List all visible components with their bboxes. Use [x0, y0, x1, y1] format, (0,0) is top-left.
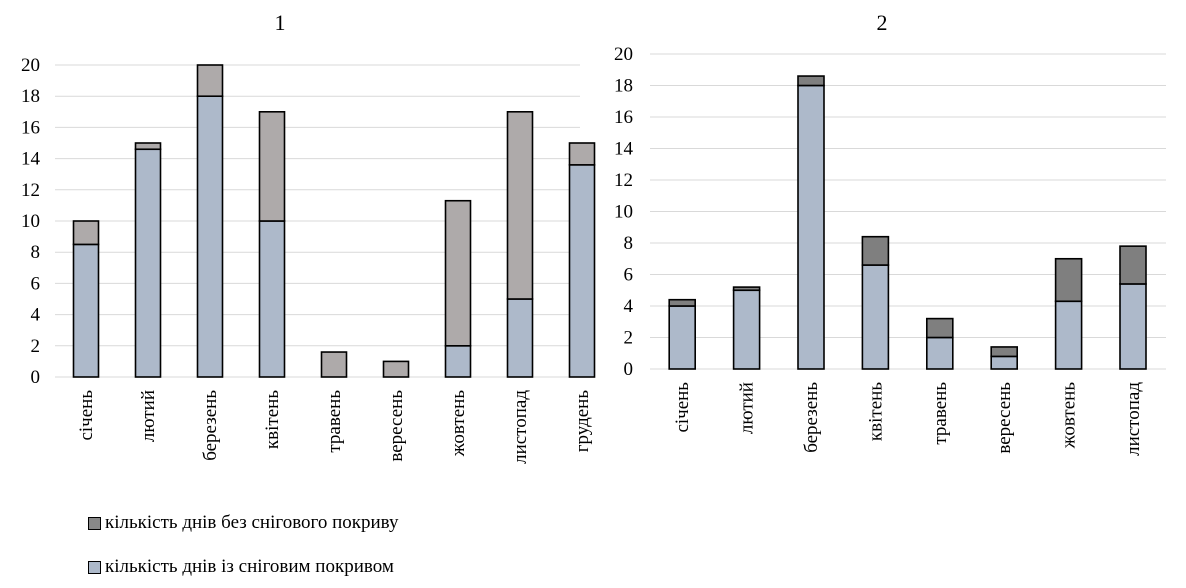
y-tick-label: 14 — [614, 139, 634, 160]
y-tick-label: 12 — [614, 170, 633, 191]
bar-with-snow — [568, 164, 596, 378]
bar-with-snow — [861, 264, 890, 370]
legend-item-without-snow: кількість днів без снігового покриву — [88, 512, 399, 534]
x-category-label: травень — [324, 390, 345, 453]
legend-item-with-snow: кількість днів із сніговим покривом — [88, 556, 394, 578]
y-tick-label: 18 — [614, 76, 633, 97]
bar-with-snow — [506, 298, 534, 378]
y-tick-label: 12 — [21, 180, 40, 201]
x-category-label: квітень — [865, 382, 886, 441]
bar-with-snow — [1119, 283, 1147, 370]
bar-without-snow — [990, 346, 1019, 358]
x-category-label: березень — [801, 382, 822, 453]
x-category-label: вересень — [994, 382, 1015, 454]
bar-with-snow — [72, 243, 100, 378]
y-tick-label: 6 — [624, 265, 634, 286]
y-tick-label: 6 — [31, 273, 41, 294]
bar-without-snow — [320, 351, 348, 378]
x-category-label: грудень — [572, 390, 593, 453]
bar-with-snow — [990, 355, 1019, 370]
y-tick-label: 2 — [31, 336, 41, 357]
bar-without-snow — [1119, 245, 1147, 285]
y-tick-label: 18 — [21, 86, 40, 107]
legend-swatch-with-snow — [88, 560, 101, 574]
y-tick-label: 2 — [624, 328, 634, 349]
bar-without-snow — [382, 360, 410, 378]
bar-without-snow — [72, 220, 100, 246]
y-tick-label: 8 — [624, 233, 634, 254]
x-category-label: лютий — [138, 390, 159, 442]
chart-2-title: 2 — [877, 10, 888, 35]
bar-with-snow — [925, 336, 954, 370]
x-category-label: травень — [930, 382, 951, 445]
bar-without-snow — [506, 111, 534, 300]
legend-label-without-snow: кількість днів без снігового покриву — [105, 512, 399, 533]
bar-without-snow — [258, 111, 286, 222]
bar-without-snow — [925, 317, 954, 339]
y-tick-label: 0 — [624, 359, 634, 380]
x-category-label: січень — [672, 382, 693, 433]
bar-without-snow — [1054, 257, 1083, 303]
bar-with-snow — [732, 289, 761, 370]
y-tick-label: 4 — [624, 296, 634, 317]
bar-without-snow — [196, 64, 224, 98]
bar-with-snow — [134, 148, 162, 378]
x-category-label: січень — [76, 390, 97, 441]
x-category-label: жовтень — [1059, 382, 1080, 450]
bar-without-snow — [444, 199, 472, 347]
x-category-label: вересень — [386, 390, 407, 462]
bar-without-snow — [568, 142, 596, 166]
y-tick-label: 20 — [21, 55, 40, 76]
bar-with-snow — [1054, 300, 1083, 370]
y-tick-label: 10 — [21, 211, 40, 232]
legend-swatch-without-snow — [88, 516, 101, 530]
y-tick-label: 4 — [31, 305, 41, 326]
y-tick-label: 0 — [31, 367, 41, 388]
bar-without-snow — [668, 298, 697, 307]
x-category-label: лютий — [737, 382, 758, 434]
x-category-label: квітень — [262, 390, 283, 449]
bar-with-snow — [196, 95, 224, 378]
y-tick-label: 16 — [614, 107, 633, 128]
y-tick-label: 8 — [31, 242, 41, 263]
x-category-label: листопад — [510, 390, 531, 464]
bar-with-snow — [797, 84, 825, 370]
x-category-label: жовтень — [448, 390, 469, 458]
y-tick-label: 14 — [21, 149, 41, 170]
bar-with-snow — [258, 220, 286, 378]
y-tick-label: 10 — [614, 202, 633, 223]
bar-without-snow — [797, 75, 825, 87]
y-tick-label: 16 — [21, 117, 40, 138]
bar-with-snow — [668, 305, 697, 370]
x-category-label: березень — [200, 390, 221, 461]
bar-without-snow — [861, 235, 890, 266]
bar-without-snow — [732, 286, 761, 292]
bar-without-snow — [134, 142, 162, 151]
chart-1-title: 1 — [275, 10, 286, 35]
x-category-label: листопад — [1123, 382, 1144, 456]
y-tick-label: 20 — [614, 44, 633, 65]
legend-label-with-snow: кількість днів із сніговим покривом — [105, 556, 394, 577]
bar-with-snow — [444, 344, 472, 378]
